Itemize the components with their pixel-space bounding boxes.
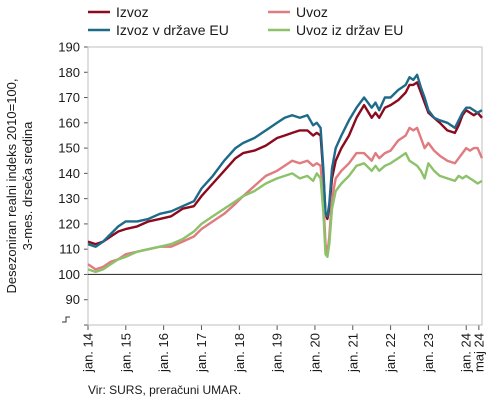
series-line-4 [87,151,483,274]
series-line-2 [87,126,484,271]
y-tick-label: 190 [58,40,80,55]
x-tick-label: jan. 20 [307,333,322,373]
x-tick-label: jan. 14 [81,333,96,373]
y-tick-label: 110 [59,242,80,257]
x-tick-label: jan. 17 [194,333,209,373]
y-tick-label: 170 [58,90,80,105]
y-tick-label: 100 [58,267,80,282]
x-tick-label: jan. 23 [421,333,436,373]
axis-break-mark [62,316,70,323]
y-tick-label: 120 [58,216,80,231]
legend: Izvoz Uvoz Izvoz v države EU Uvoz iz držav … [88,4,403,38]
y-tick-label: 130 [58,191,80,206]
legend-label: Uvoz [296,4,328,20]
x-axis: jan. 14 jan. 15 jan. 16 jan. 17 jan. 18 jan. … [81,325,486,373]
y-tick-label: 160 [58,115,80,130]
x-tick-label: jan. 18 [232,333,247,373]
legend-label: Uvoz iz držav EU [296,22,403,38]
y-tick-label: 150 [58,141,80,156]
source-note: Vir: SURS, preračuni UMAR. [88,383,242,397]
x-tick-label: jan. 19 [270,333,285,373]
x-tick-label: maj 24 [471,333,486,372]
x-tick-label: jan. 21 [345,333,360,373]
legend-label: Izvoz v države EU [116,22,229,38]
y-axis-title-line: Desezoniran realni indeks 2010=100, [4,78,19,293]
x-tick-label: jan. 15 [118,333,133,373]
plot-frame [87,46,483,326]
plot-area [87,46,484,326]
series-line-3 [87,73,483,248]
legend-label: Izvoz [116,4,149,20]
y-axis: 90 100 110 120 130 140 150 160 170 180 190 [58,40,88,326]
x-tick-label: jan. 16 [156,333,171,373]
y-axis-title-line: 3-mes. drseča sredina [20,121,35,250]
y-tick-label: 180 [58,65,80,80]
x-tick-label: jan. 24 [459,333,474,373]
y-tick-label: 140 [58,166,80,181]
y-axis-label: Desezoniran realni indeks 2010=100, 3-mes… [4,78,35,293]
y-tick-label: 90 [66,292,80,307]
x-tick-label: jan. 22 [383,333,398,373]
